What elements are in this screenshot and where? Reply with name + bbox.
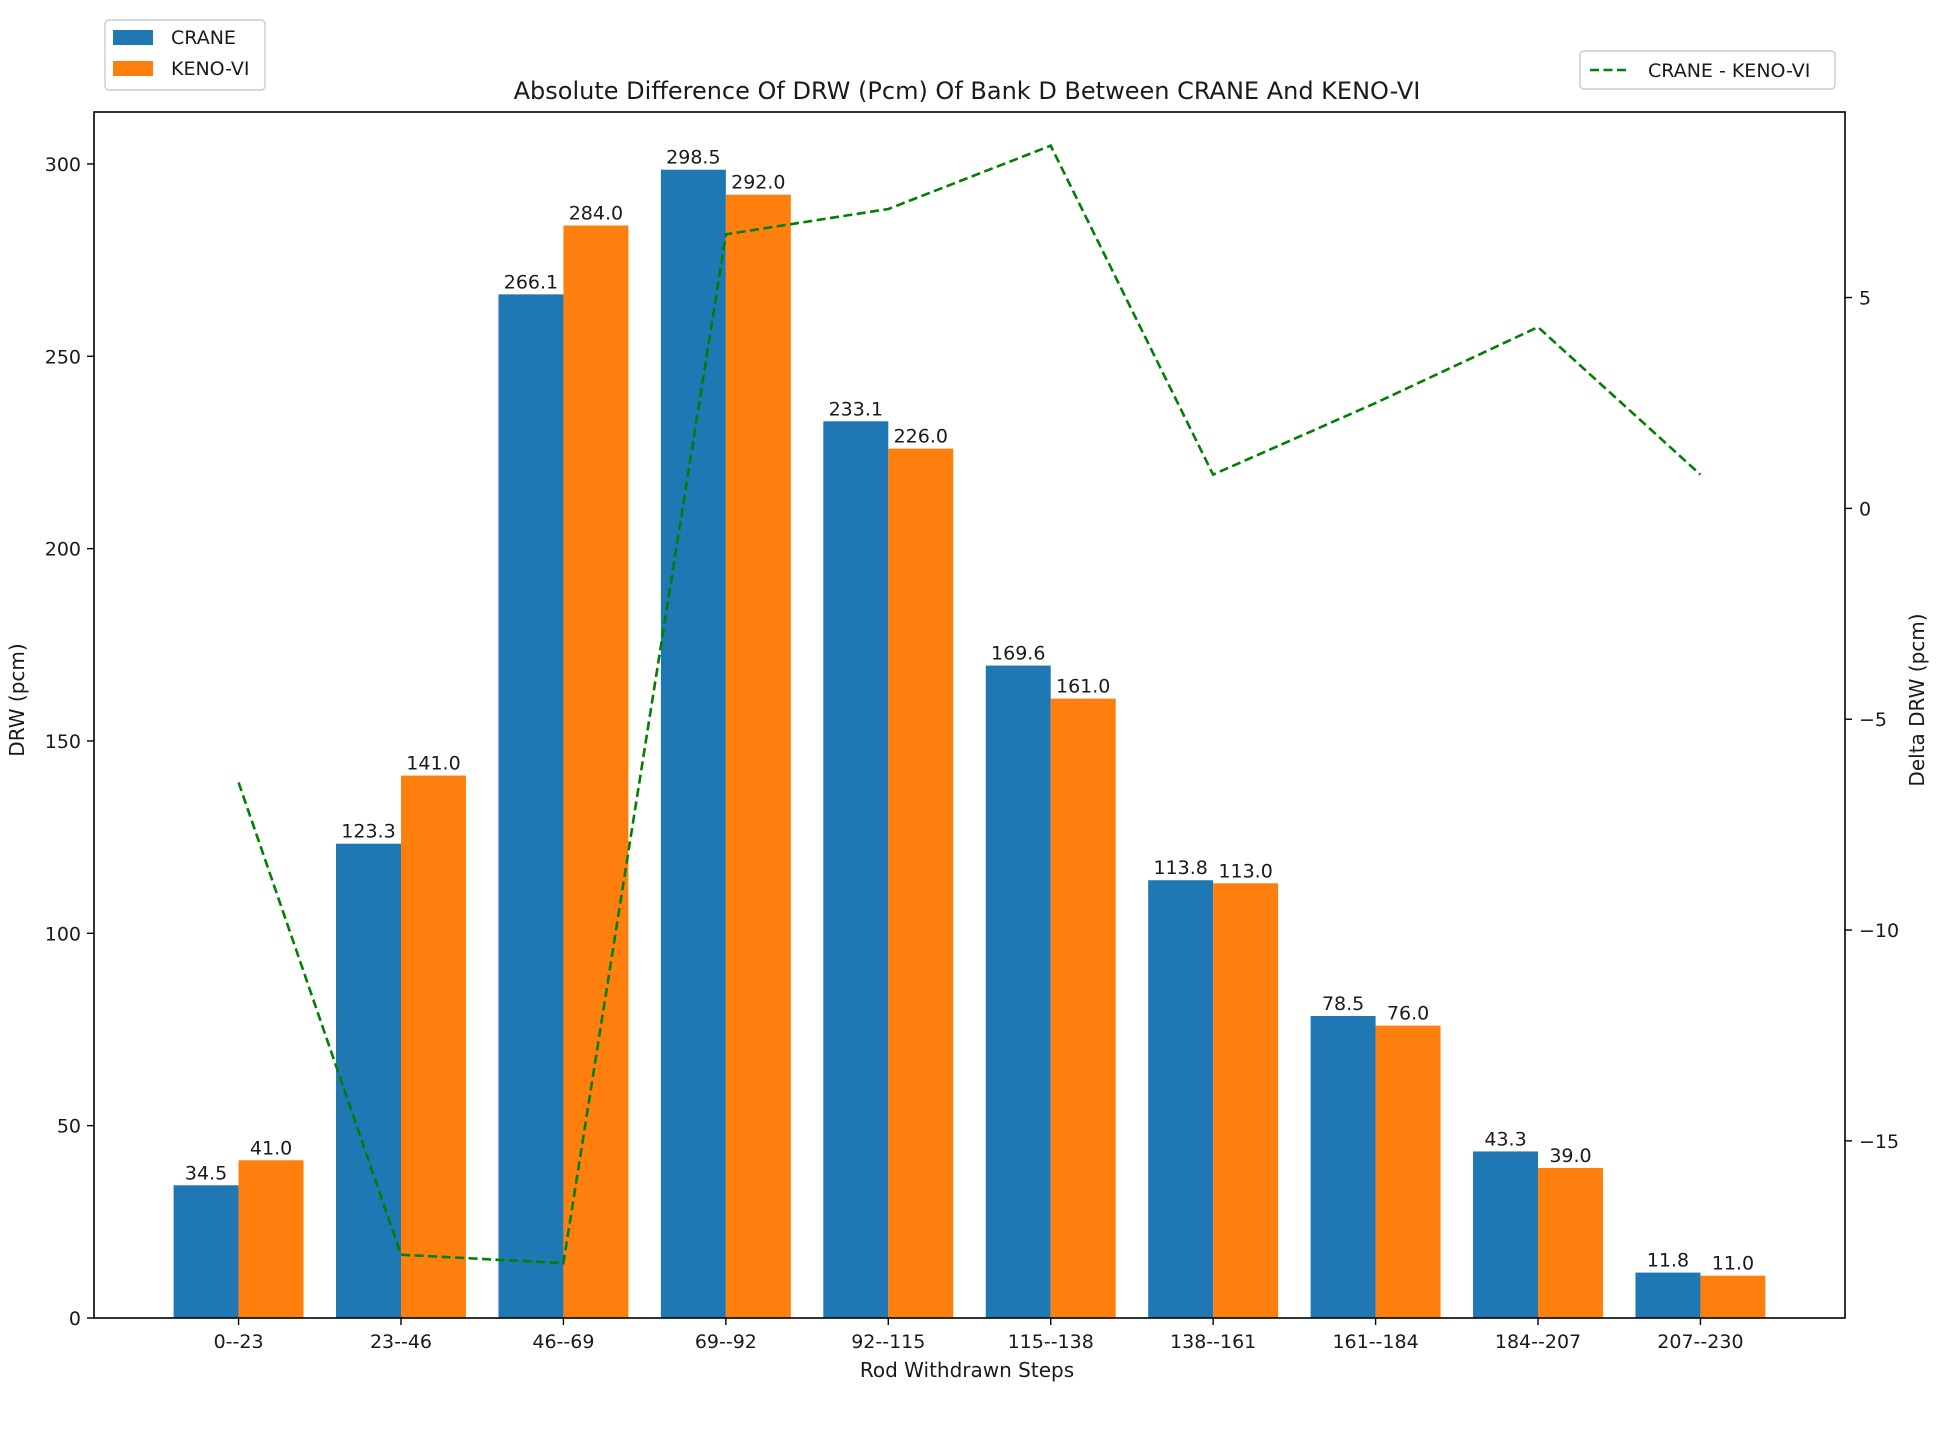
bar-keno-vi-0 — [238, 1160, 304, 1318]
bar-value-label: 292.0 — [731, 172, 785, 194]
y2-tick-label: −10 — [1859, 920, 1899, 942]
bar-keno-vi-7 — [1375, 1025, 1441, 1318]
bar-value-label: 11.0 — [1712, 1253, 1754, 1275]
y2-tick-label: −15 — [1859, 1131, 1899, 1153]
bar-keno-vi-2 — [563, 225, 629, 1318]
bar-keno-vi-8 — [1538, 1167, 1603, 1318]
bar-value-label: 78.5 — [1322, 993, 1364, 1015]
x-tick-label: 207--230 — [1657, 1331, 1743, 1353]
bar-crane-0 — [173, 1185, 239, 1318]
y-tick-label: 300 — [45, 154, 81, 176]
bar-value-label: 141.0 — [406, 753, 460, 775]
bar-value-label: 43.3 — [1484, 1128, 1526, 1150]
y-tick-label: 150 — [45, 731, 81, 753]
bar-keno-vi-5 — [1050, 698, 1116, 1318]
y-tick-label: 250 — [45, 346, 81, 368]
bar-value-label: 266.1 — [504, 271, 558, 293]
bar-crane-6 — [1148, 880, 1214, 1318]
y-axis-right: −15 −10 −5 0 5 — [1845, 288, 1899, 1153]
bar-value-label: 169.6 — [991, 643, 1045, 665]
bar-value-label: 41.0 — [250, 1137, 292, 1159]
legend-label: CRANE - KENO-VI — [1648, 60, 1810, 82]
legend-line: CRANE - KENO-VI — [1579, 50, 1836, 90]
bar-keno-vi-4 — [888, 448, 954, 1318]
y-tick-label: 50 — [57, 1116, 81, 1138]
bar-keno-vi-9 — [1700, 1275, 1766, 1318]
legend-label: KENO-VI — [171, 58, 250, 80]
bar-label-group: 34.5 123.3 266.1 298.5 233.1 169.6 113.8 78.5 43… — [185, 147, 1754, 1275]
x-tick-label: 184--207 — [1495, 1331, 1581, 1353]
x-tick-label: 115--138 — [1008, 1331, 1094, 1353]
chart-title: Absolute Difference Of DRW (Pcm) Of Bank… — [514, 77, 1421, 105]
bar-crane-2 — [498, 294, 564, 1318]
y-tick-label: 0 — [69, 1308, 81, 1330]
bar-value-label: 123.3 — [341, 821, 395, 843]
x-axis-label: Rod Withdrawn Steps — [860, 1358, 1074, 1382]
bar-value-label: 161.0 — [1056, 676, 1110, 698]
x-axis: 0--23 23--46 46--69 69--92 92--115 115--138 13… — [214, 1318, 1744, 1353]
bar-value-label: 113.8 — [1153, 857, 1207, 879]
legend-box — [1579, 50, 1836, 90]
delta-line-group — [237, 144, 1702, 1265]
bar-group — [173, 169, 1766, 1319]
bar-keno-vi-3 — [725, 194, 791, 1318]
bar-keno-vi-1 — [400, 775, 466, 1318]
y-tick-label: 100 — [45, 923, 81, 945]
x-tick-label: 69--92 — [695, 1331, 757, 1353]
x-tick-label: 92--115 — [851, 1331, 925, 1353]
legend-swatch — [113, 61, 153, 76]
bar-crane-3 — [660, 169, 726, 1318]
y2-tick-label: −5 — [1859, 709, 1887, 731]
y2-axis-label: Delta DRW (pcm) — [1905, 613, 1929, 786]
bar-value-label: 226.0 — [894, 426, 948, 448]
y2-tick-label: 5 — [1859, 288, 1871, 310]
y-tick-label: 200 — [45, 539, 81, 561]
y-axis-left: 0 50 100 150 200 250 300 — [45, 154, 94, 1330]
bar-value-label: 298.5 — [666, 147, 720, 169]
legend-bars: CRANE KENO-VI — [104, 19, 266, 91]
bar-keno-vi-6 — [1213, 883, 1279, 1318]
legend-label: CRANE — [171, 27, 236, 49]
bar-crane-4 — [823, 421, 889, 1319]
x-tick-label: 161--184 — [1332, 1331, 1418, 1353]
bar-crane-5 — [985, 665, 1051, 1318]
x-tick-label: 46--69 — [532, 1331, 594, 1353]
legend-swatch — [113, 30, 153, 45]
bar-value-label: 39.0 — [1549, 1145, 1591, 1167]
delta-line — [237, 144, 1702, 1265]
bar-value-label: 113.0 — [1218, 860, 1272, 882]
y2-tick-label: 0 — [1859, 498, 1871, 520]
x-tick-label: 23--46 — [370, 1331, 432, 1353]
bar-crane-9 — [1635, 1272, 1701, 1318]
bar-value-label: 233.1 — [829, 398, 883, 420]
bar-crane-8 — [1473, 1151, 1539, 1318]
plot-frame — [93, 111, 1846, 1319]
x-tick-label: 0--23 — [214, 1331, 264, 1353]
bar-value-label: 284.0 — [569, 202, 623, 224]
bar-value-label: 34.5 — [185, 1162, 227, 1184]
bar-crane-7 — [1310, 1016, 1376, 1318]
bar-value-label: 76.0 — [1387, 1003, 1429, 1025]
x-tick-label: 138--161 — [1170, 1331, 1256, 1353]
bar-value-label: 11.8 — [1647, 1250, 1689, 1272]
y-axis-label: DRW (pcm) — [5, 643, 29, 756]
bar-crane-1 — [336, 843, 401, 1318]
